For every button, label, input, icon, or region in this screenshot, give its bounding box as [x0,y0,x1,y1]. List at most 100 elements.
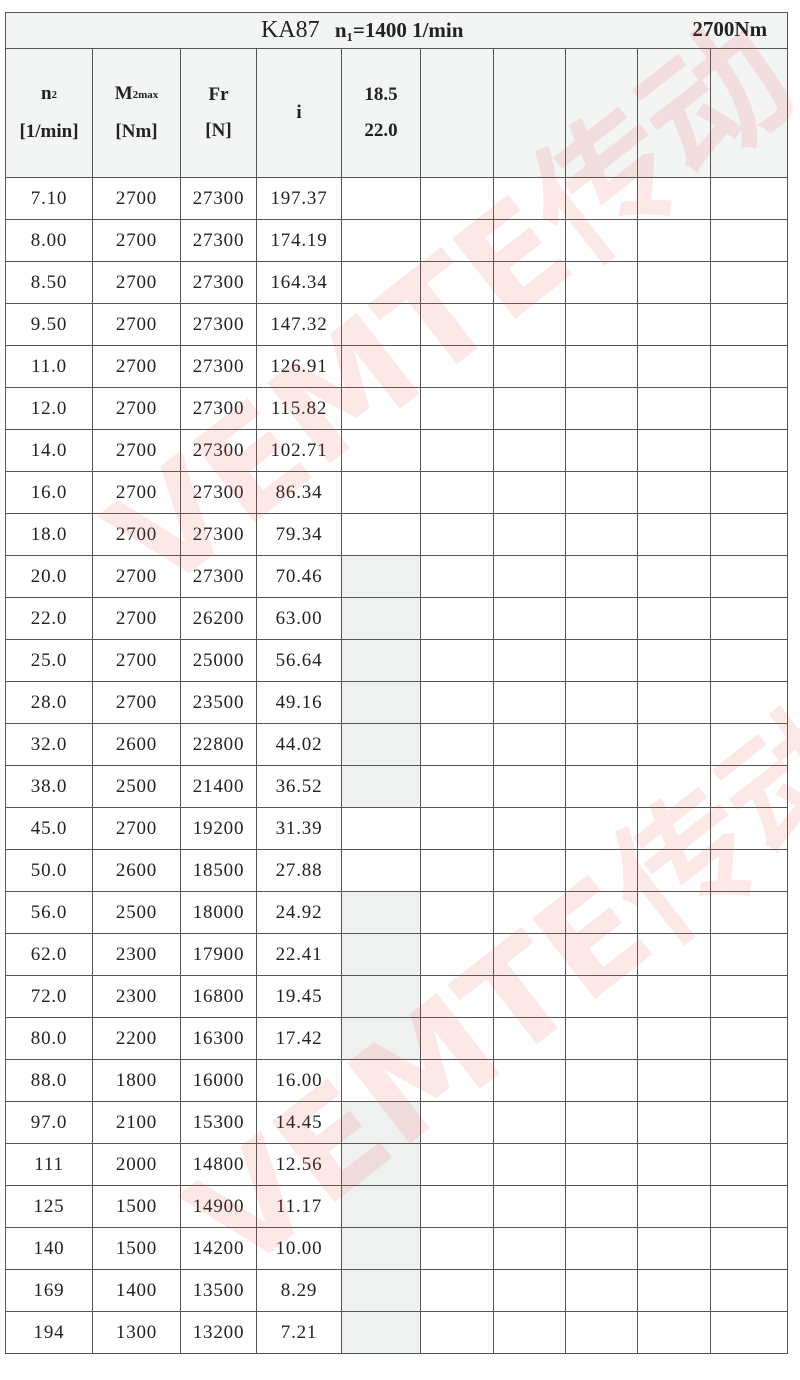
cell-empty [565,1059,638,1102]
cell-empty [420,933,494,976]
cell-empty [493,1017,566,1060]
cell-n2: 18.0 [5,513,93,556]
cell-empty [420,639,494,682]
cell-m2max: 2700 [92,471,181,514]
cell-empty [420,471,494,514]
cell-i: 31.39 [256,807,342,850]
cell-empty [420,891,494,934]
cell-empty [565,471,638,514]
cell-motor-power [341,471,421,514]
cell-empty [493,765,566,808]
cell-m2max: 2200 [92,1017,181,1060]
cell-empty [565,765,638,808]
cell-n2: 20.0 [5,555,93,598]
cell-n2: 50.0 [5,849,93,892]
cell-empty [493,303,566,346]
cell-m2max: 2700 [92,555,181,598]
cell-i: 7.21 [256,1311,342,1354]
table-row: 80.0 2200 16300 17.42 [5,1017,789,1060]
cell-empty [709,1059,789,1102]
cell-fr: 27300 [180,345,257,388]
cell-empty [709,387,789,430]
cell-i: 70.46 [256,555,342,598]
cell-fr: 15300 [180,1101,257,1144]
cell-i: 10.00 [256,1227,342,1270]
cell-motor-power [341,1101,421,1144]
cell-empty [709,1269,789,1312]
cell-empty [420,177,494,220]
input-speed: n₁=1400 1/min [334,18,464,42]
cell-empty [565,1227,638,1270]
table-row: 28.0 2700 23500 49.16 [5,681,789,724]
cell-empty [420,1101,494,1144]
cell-empty [565,849,638,892]
cell-empty [565,597,638,640]
cell-m2max: 1500 [92,1227,181,1270]
cell-fr: 16000 [180,1059,257,1102]
table-row: 9.50 2700 27300 147.32 [5,303,789,346]
cell-empty [565,933,638,976]
cell-empty [565,1143,638,1186]
cell-empty [420,219,494,262]
cell-fr: 27300 [180,387,257,430]
cell-fr: 18000 [180,891,257,934]
cell-i: 11.17 [256,1185,342,1228]
cell-empty [637,177,711,220]
cell-empty [637,1143,711,1186]
cell-empty [565,723,638,766]
cell-empty [637,555,711,598]
cell-empty [420,1143,494,1186]
title-row: KA87 n₁=1400 1/min 2700Nm [4,12,789,49]
cell-motor-power [341,555,421,598]
cell-empty [565,891,638,934]
cell-empty [493,513,566,556]
cell-n2: 62.0 [5,933,93,976]
gear-unit-table: KA87 n₁=1400 1/min 2700Nm n2 [1/min] M2ma… [4,12,789,1354]
cell-empty [493,177,566,220]
cell-m2max: 2700 [92,387,181,430]
cell-empty [637,597,711,640]
cell-m2max: 2700 [92,261,181,304]
cell-n2: 88.0 [5,1059,93,1102]
table-row: 22.0 2700 26200 63.00 [5,597,789,640]
cell-empty [493,555,566,598]
cell-motor-power [341,387,421,430]
cell-empty [493,345,566,388]
cell-n2: 7.10 [5,177,93,220]
cell-m2max: 2700 [92,345,181,388]
table-row: 8.00 2700 27300 174.19 [5,219,789,262]
table-row: 32.0 2600 22800 44.02 [5,723,789,766]
cell-fr: 27300 [180,555,257,598]
cell-empty [420,261,494,304]
table-row: 194 1300 13200 7.21 [5,1311,789,1354]
cell-empty [565,513,638,556]
cell-empty [637,1185,711,1228]
cell-motor-power [341,1059,421,1102]
cell-empty [420,807,494,850]
cell-i: 27.88 [256,849,342,892]
cell-i: 115.82 [256,387,342,430]
cell-empty [565,177,638,220]
cell-m2max: 2700 [92,177,181,220]
cell-empty [420,723,494,766]
cell-m2max: 2700 [92,429,181,472]
cell-empty [565,1185,638,1228]
title-cell: KA87 n₁=1400 1/min 2700Nm [4,12,789,49]
cell-empty [493,219,566,262]
cell-motor-power [341,1227,421,1270]
header-empty [565,48,638,178]
cell-empty [637,387,711,430]
cell-fr: 19200 [180,807,257,850]
cell-n2: 72.0 [5,975,93,1018]
cell-fr: 27300 [180,471,257,514]
cell-empty [420,849,494,892]
cell-empty [493,597,566,640]
cell-empty [637,891,711,934]
cell-empty [709,639,789,682]
cell-n2: 194 [5,1311,93,1354]
cell-i: 8.29 [256,1269,342,1312]
cell-motor-power [341,177,421,220]
cell-motor-power [341,807,421,850]
cell-n2: 140 [5,1227,93,1270]
cell-i: 79.34 [256,513,342,556]
